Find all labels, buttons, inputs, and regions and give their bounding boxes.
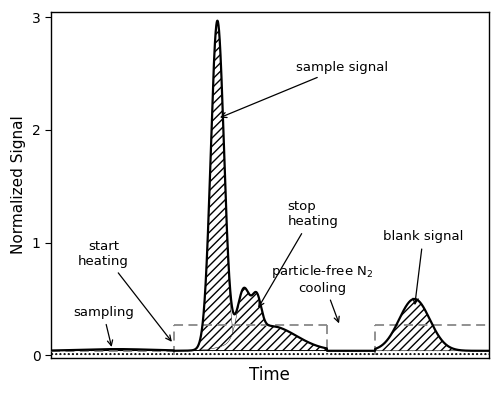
Text: start
heating: start heating <box>78 240 171 341</box>
Text: particle-free N$_2$
cooling: particle-free N$_2$ cooling <box>272 263 374 322</box>
Text: stop
heating: stop heating <box>259 201 338 307</box>
Y-axis label: Normalized Signal: Normalized Signal <box>11 115 26 254</box>
Text: blank signal: blank signal <box>383 231 464 304</box>
X-axis label: Time: Time <box>250 366 290 384</box>
Text: sampling: sampling <box>73 306 134 346</box>
Text: sample signal: sample signal <box>221 60 388 118</box>
